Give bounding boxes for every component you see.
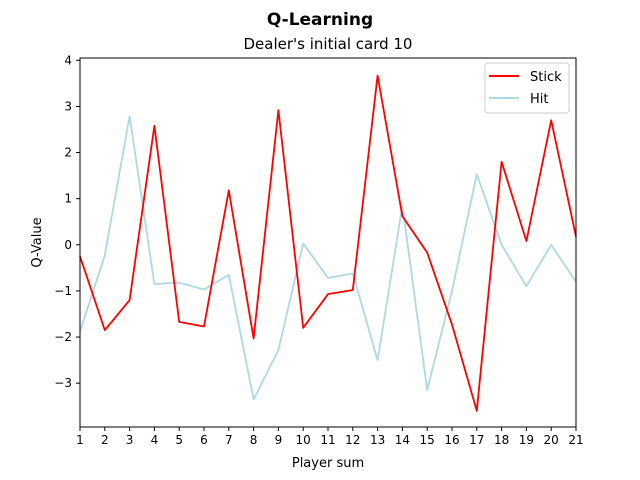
x-tick-label: 1 <box>76 433 84 447</box>
axes-frame <box>79 57 577 428</box>
x-axis-label: Player sum <box>292 456 364 471</box>
plot-area <box>79 74 577 412</box>
legend-label-stick: Stick <box>530 70 562 85</box>
x-tick-label: 18 <box>494 433 509 447</box>
x-tick-label: 21 <box>568 433 583 447</box>
x-tick-label: 12 <box>345 433 360 447</box>
y-axis-label: Q-Value <box>30 217 45 267</box>
legend: Stick Hit <box>484 62 570 114</box>
axis-ticks: 1 2 3 4 5 6 7 8 9 10 11 12 13 14 15 16 17 18 19 20 21−3−2−10… <box>54 53 583 447</box>
x-tick-label: 16 <box>444 433 459 447</box>
x-tick-label: 19 <box>519 433 534 447</box>
chart-title: Dealer's initial card 10 <box>244 35 413 53</box>
y-tick-label: −2 <box>54 330 72 344</box>
x-tick-label: 20 <box>544 433 559 447</box>
x-tick-label: 2 <box>101 433 109 447</box>
chart-suptitle: Q-Learning <box>267 10 373 30</box>
x-tick-label: 17 <box>469 433 484 447</box>
series-line-hit <box>79 115 577 401</box>
x-tick-label: 6 <box>200 433 208 447</box>
y-tick-label: 3 <box>64 99 72 113</box>
x-tick-label: 11 <box>320 433 335 447</box>
x-tick-label: 8 <box>250 433 258 447</box>
x-tick-label: 7 <box>225 433 233 447</box>
x-tick-label: 5 <box>175 433 183 447</box>
x-tick-label: 10 <box>296 433 311 447</box>
x-tick-label: 13 <box>370 433 385 447</box>
y-tick-label: 0 <box>64 238 72 252</box>
y-tick-label: 2 <box>64 146 72 160</box>
y-tick-label: 4 <box>64 53 72 67</box>
y-tick-label: −1 <box>54 284 72 298</box>
y-tick-label: −3 <box>54 376 72 390</box>
legend-label-hit: Hit <box>530 92 548 107</box>
x-tick-label: 14 <box>395 433 410 447</box>
x-tick-label: 3 <box>126 433 134 447</box>
x-tick-label: 4 <box>151 433 159 447</box>
x-tick-label: 9 <box>275 433 283 447</box>
series-line-stick <box>79 74 577 412</box>
x-tick-label: 15 <box>420 433 435 447</box>
y-tick-label: 1 <box>64 192 72 206</box>
